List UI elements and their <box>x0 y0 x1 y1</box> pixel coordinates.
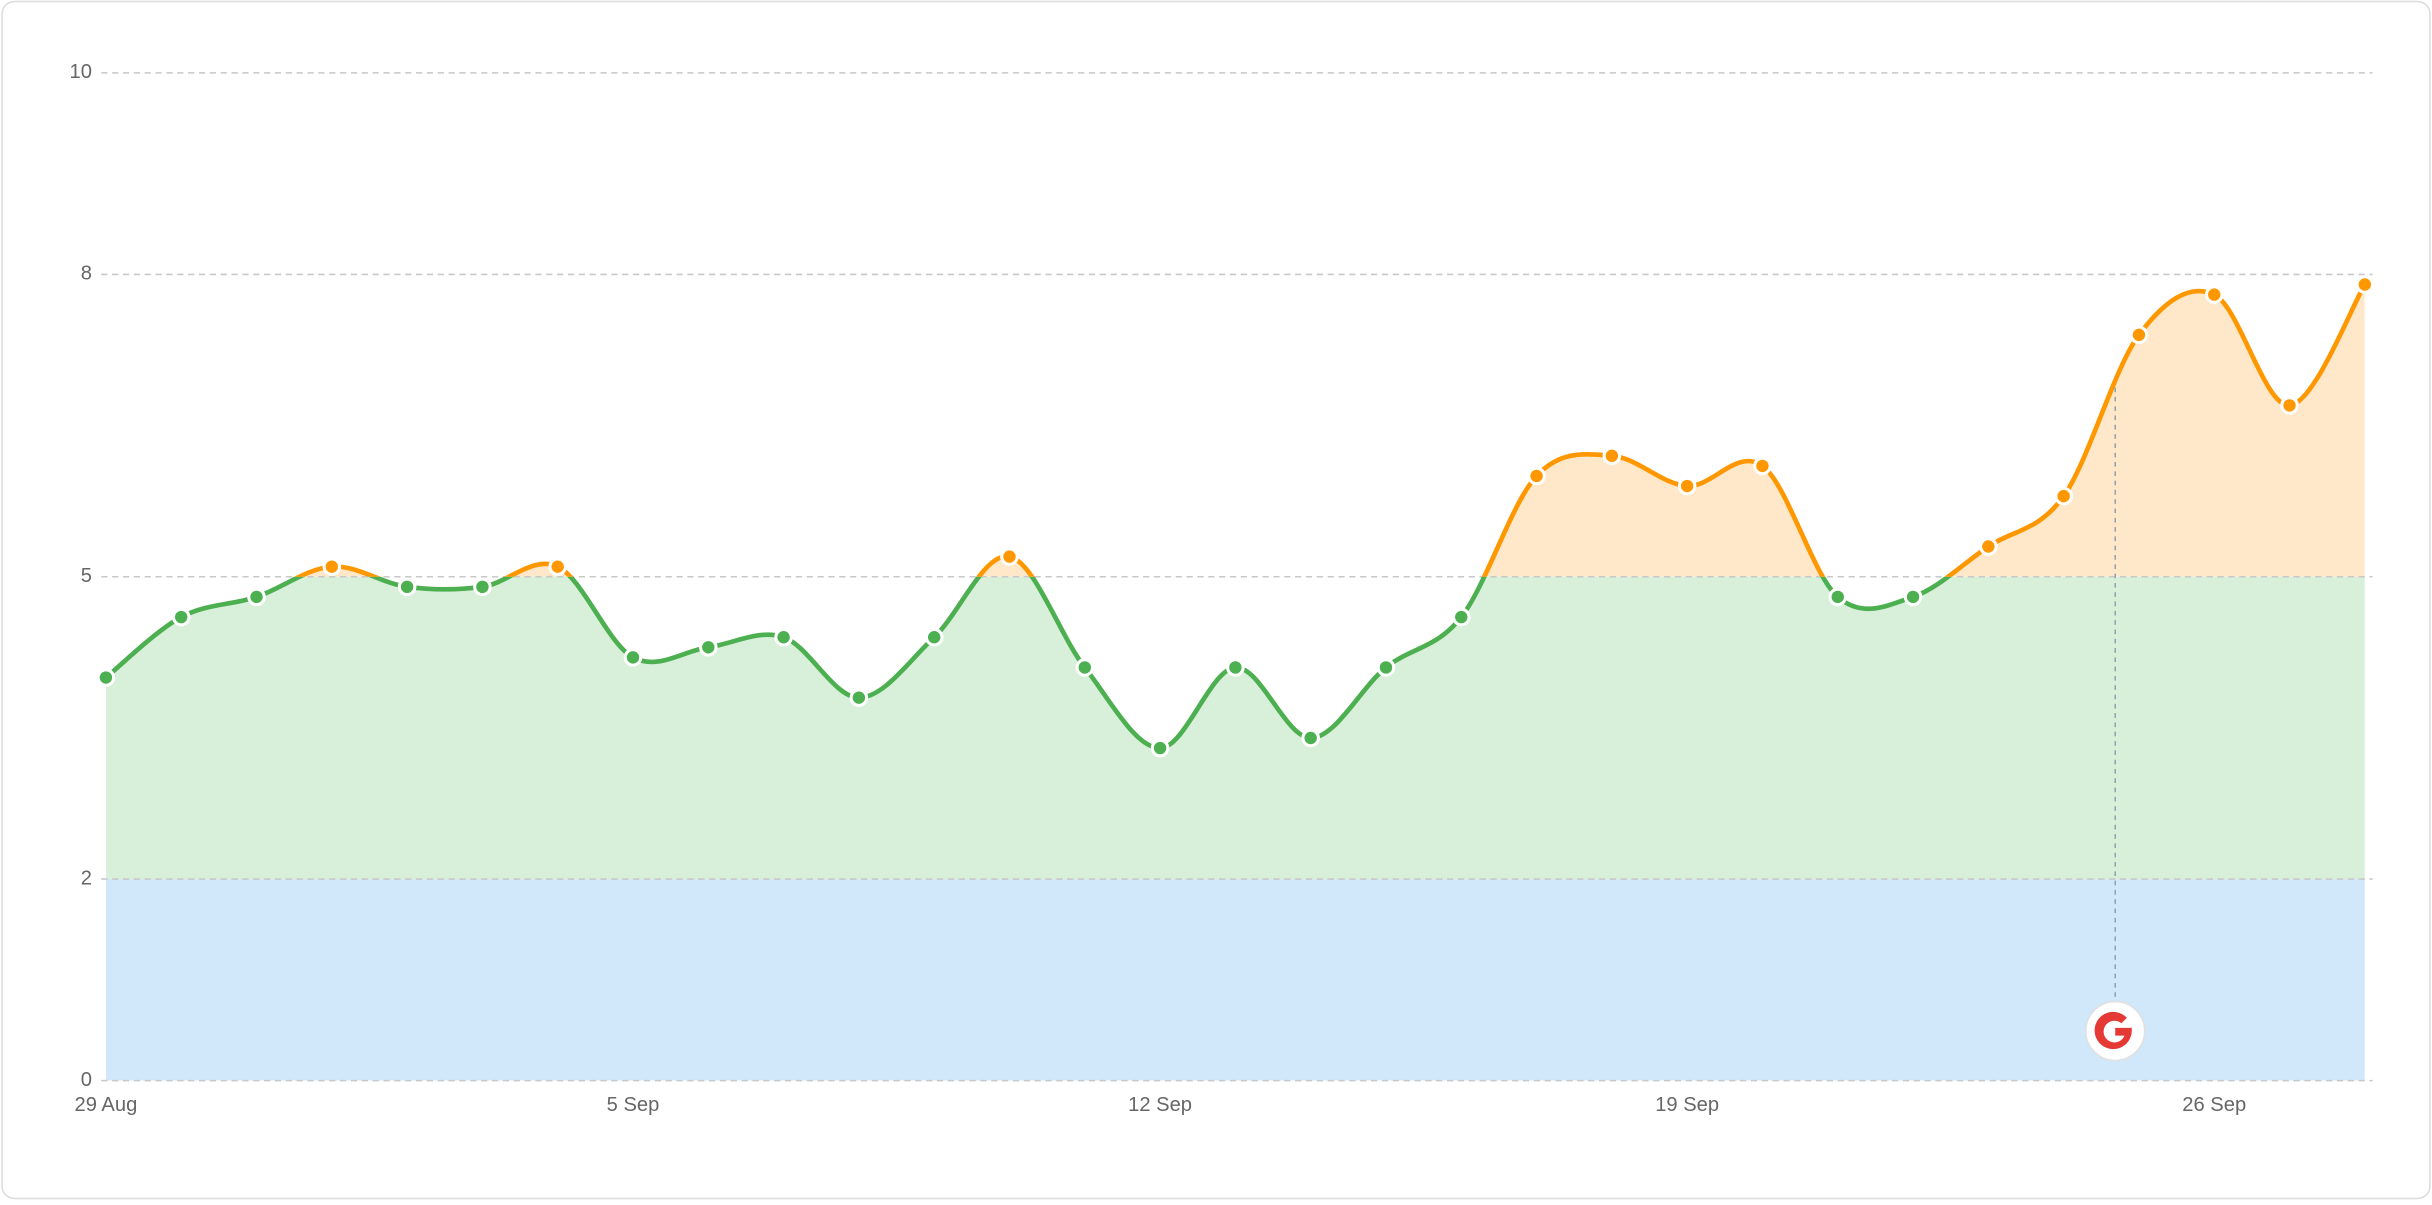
grid: 0 2 5 8 10 29 Aug 5 Sep 12 Sep 19 Sep 26 Sep <box>70 61 2373 1116</box>
data-point <box>1602 446 1622 466</box>
lines <box>104 283 2367 751</box>
data-point <box>1677 476 1697 496</box>
data-point <box>1301 728 1320 748</box>
data-point <box>1150 738 1170 758</box>
x-tick-label: 29 Aug <box>75 1094 138 1116</box>
data-point <box>623 648 643 667</box>
data-point <box>2054 486 2073 506</box>
data-point <box>774 627 793 647</box>
data-point <box>924 627 944 647</box>
y-tick-label: 0 <box>81 1069 92 1091</box>
x-tick-label: 5 Sep <box>607 1094 660 1116</box>
data-point <box>2204 285 2224 304</box>
data-point <box>1753 456 1772 476</box>
data-point <box>1376 658 1396 677</box>
data-point <box>1451 607 1471 627</box>
data-point <box>698 637 718 657</box>
line-high <box>294 283 2367 577</box>
y-tick-label: 5 <box>81 565 92 587</box>
data-point <box>1000 547 1019 566</box>
y-tick-label: 10 <box>70 61 92 83</box>
y-tick-label: 2 <box>81 867 92 889</box>
line-low <box>104 576 1953 751</box>
data-point <box>96 668 116 687</box>
google-update-icon[interactable] <box>2084 1000 2146 1062</box>
x-tick-label: 26 Sep <box>2182 1094 2246 1116</box>
data-point <box>247 587 266 607</box>
data-point <box>1226 658 1245 677</box>
data-point <box>2355 275 2375 294</box>
data-point <box>1979 537 1998 556</box>
data-point <box>473 577 492 597</box>
data-point <box>322 557 342 576</box>
data-point <box>849 688 869 707</box>
points <box>96 275 2375 758</box>
icon-glyph <box>2094 1011 2132 1050</box>
x-tick-label: 12 Sep <box>1128 1094 1192 1116</box>
data-point <box>171 607 191 627</box>
x-tick-label: 19 Sep <box>1655 1094 1719 1116</box>
data-point <box>1527 466 1546 486</box>
data-point <box>397 577 417 597</box>
data-point <box>2129 325 2149 345</box>
threshold-band <box>105 879 2365 1081</box>
data-point <box>1903 587 1923 607</box>
data-point <box>2280 396 2299 415</box>
data-point <box>1075 658 1095 677</box>
data-point <box>548 557 568 576</box>
y-tick-label: 8 <box>81 263 92 285</box>
data-point <box>1828 587 1848 607</box>
